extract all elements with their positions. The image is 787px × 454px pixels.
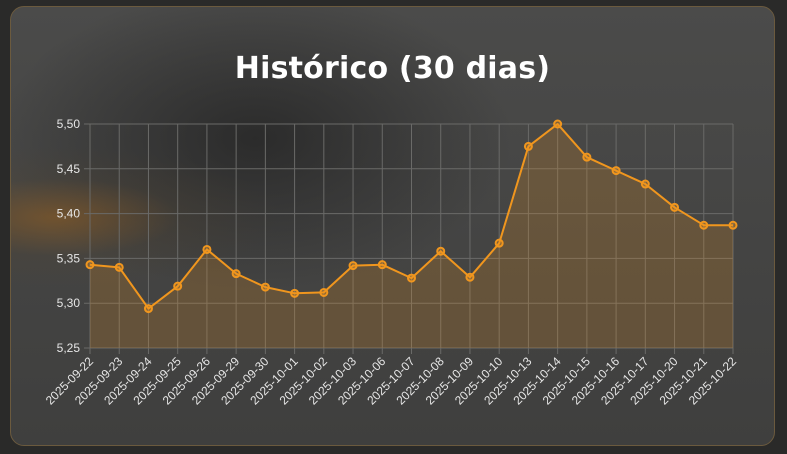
- data-point[interactable]: [436, 246, 446, 256]
- data-point[interactable]: [260, 282, 270, 292]
- data-point[interactable]: [699, 220, 709, 230]
- data-point[interactable]: [290, 288, 300, 298]
- data-point[interactable]: [611, 166, 621, 176]
- data-point[interactable]: [640, 179, 650, 189]
- data-point[interactable]: [407, 273, 416, 283]
- data-point[interactable]: [348, 261, 358, 271]
- area-fill: [90, 124, 733, 348]
- y-tick-label: 5,30: [57, 296, 81, 310]
- data-point[interactable]: [494, 238, 504, 248]
- series-line: [89, 123, 733, 310]
- grid: [84, 123, 734, 354]
- chart-title: Histórico (30 dias): [234, 51, 551, 86]
- data-point[interactable]: [465, 272, 475, 282]
- y-tick-label: 5,40: [57, 207, 81, 221]
- data-point[interactable]: [202, 244, 212, 254]
- data-point[interactable]: [553, 119, 563, 129]
- line-chart: 5,50 5,45 5,40 5,35 5,30 5,25 2025-09-222025-…: [43, 117, 740, 408]
- data-point[interactable]: [728, 220, 738, 230]
- data-point[interactable]: [85, 260, 95, 270]
- data-point[interactable]: [143, 304, 153, 314]
- data-point[interactable]: [173, 281, 183, 291]
- data-point[interactable]: [582, 152, 592, 162]
- series-area: [90, 124, 733, 348]
- data-point[interactable]: [231, 269, 241, 279]
- data-point[interactable]: [114, 262, 124, 272]
- x-axis-ticks: 2025-09-222025-09-232025-09-242025-09-25…: [43, 354, 740, 408]
- data-point[interactable]: [319, 287, 329, 297]
- data-points: [85, 119, 738, 314]
- y-tick-label: 5,25: [57, 341, 81, 355]
- y-tick-label: 5,50: [57, 117, 81, 131]
- series-polyline: [89, 123, 733, 310]
- data-point[interactable]: [377, 260, 387, 270]
- data-point[interactable]: [670, 202, 680, 212]
- y-axis-ticks: 5,50 5,45 5,40 5,35 5,30 5,25: [57, 117, 81, 355]
- y-tick-label: 5,35: [57, 251, 81, 265]
- chart-card: Histórico (30 dias) 5,50 5,45 5,40 5,35 5,30…: [10, 6, 775, 446]
- data-point[interactable]: [523, 141, 533, 151]
- y-tick-label: 5,45: [57, 162, 81, 176]
